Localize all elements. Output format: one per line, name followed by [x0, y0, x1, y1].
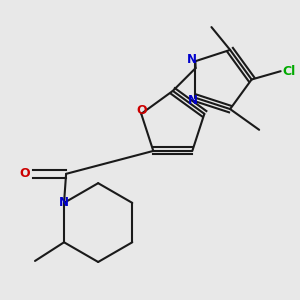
Text: N: N	[187, 53, 196, 66]
Text: O: O	[136, 104, 147, 117]
Text: O: O	[20, 167, 31, 180]
Text: Cl: Cl	[283, 65, 296, 78]
Text: N: N	[188, 94, 198, 107]
Text: N: N	[59, 196, 69, 209]
